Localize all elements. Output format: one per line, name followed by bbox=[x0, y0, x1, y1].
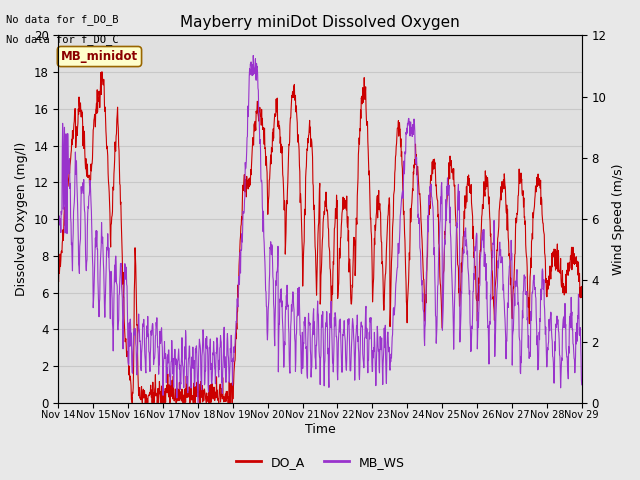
MB_WS bbox=[578, 382, 586, 388]
DO_A bbox=[230, 369, 238, 375]
MB_WS bbox=[194, 400, 202, 406]
DO_A bbox=[54, 277, 62, 283]
MB_WS bbox=[171, 347, 179, 352]
Title: Mayberry miniDot Dissolved Oxygen: Mayberry miniDot Dissolved Oxygen bbox=[180, 15, 460, 30]
MB_WS bbox=[250, 53, 257, 59]
DO_A bbox=[402, 269, 410, 275]
DO_A bbox=[578, 294, 586, 300]
Legend: DO_A, MB_WS: DO_A, MB_WS bbox=[230, 451, 410, 474]
Y-axis label: Dissolved Oxygen (mg/l): Dissolved Oxygen (mg/l) bbox=[15, 142, 28, 296]
Text: MB_minidot: MB_minidot bbox=[61, 50, 138, 63]
DO_A bbox=[98, 69, 106, 75]
Y-axis label: Wind Speed (m/s): Wind Speed (m/s) bbox=[612, 163, 625, 275]
DO_A bbox=[159, 393, 166, 398]
MB_WS bbox=[158, 339, 166, 345]
X-axis label: Time: Time bbox=[305, 423, 335, 436]
Line: MB_WS: MB_WS bbox=[58, 56, 582, 403]
DO_A bbox=[172, 386, 179, 392]
Text: No data for f_DO_B: No data for f_DO_B bbox=[6, 14, 119, 25]
DO_A bbox=[470, 255, 478, 261]
MB_WS bbox=[516, 369, 524, 375]
Text: No data for f_DO_C: No data for f_DO_C bbox=[6, 34, 119, 45]
MB_WS bbox=[54, 203, 62, 209]
MB_WS bbox=[470, 276, 478, 282]
Line: DO_A: DO_A bbox=[58, 72, 582, 403]
MB_WS bbox=[402, 150, 410, 156]
DO_A bbox=[128, 400, 136, 406]
MB_WS bbox=[230, 359, 237, 364]
DO_A bbox=[516, 179, 524, 184]
